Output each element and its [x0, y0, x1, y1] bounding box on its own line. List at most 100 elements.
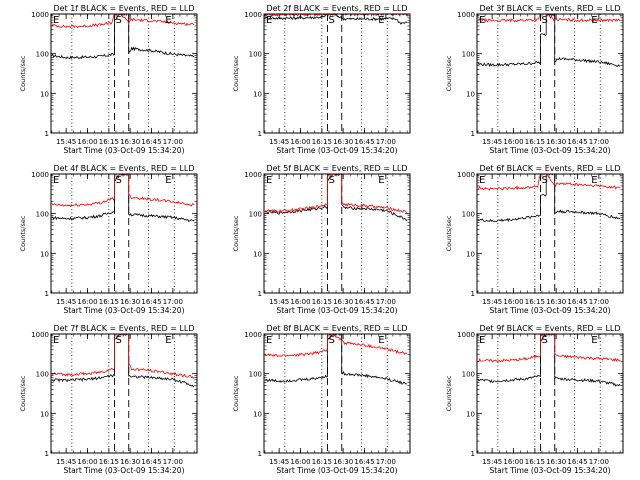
y-tick-label: 10 — [466, 90, 475, 98]
event-marker-E: E — [591, 335, 597, 346]
panel-title: Det 7f BLACK = Events, RED = LLD — [53, 324, 194, 333]
x-tick-label: 15:45 — [269, 138, 289, 146]
y-tick-label: 1000 — [244, 11, 262, 19]
y-tick-label: 10 — [253, 90, 262, 98]
x-tick-label: 17:00 — [589, 138, 609, 146]
x-tick-label: 16:45 — [141, 458, 161, 466]
x-axis-label: Start Time (03-Oct-09 15:34:20) — [63, 306, 184, 315]
y-tick-label: 1000 — [244, 171, 262, 179]
x-tick-label: 16:45 — [354, 298, 374, 306]
x-tick-label: 17:00 — [376, 138, 396, 146]
y-tick-label: 1000 — [457, 331, 475, 339]
event-marker-E: E — [165, 15, 171, 26]
axes-frame — [50, 173, 198, 294]
y-tick-label: 1000 — [457, 11, 475, 19]
y-tick-label: 10 — [40, 410, 49, 418]
x-tick-label: 17:00 — [589, 458, 609, 466]
x-tick-label: 16:15 — [99, 458, 119, 466]
detector-panel-4: Det 4f BLACK = Events, RED = LLD 1 10 100 10… — [19, 164, 198, 315]
x-tick-label: 16:00 — [503, 138, 523, 146]
x-tick-label: 16:15 — [99, 298, 119, 306]
y-tick-label: 100 — [462, 211, 475, 219]
x-tick-label: 16:30 — [120, 138, 140, 146]
axes-frame — [476, 173, 624, 294]
x-tick-label: 17:00 — [376, 458, 396, 466]
x-tick-label: 16:15 — [312, 458, 332, 466]
x-axis-label: Start Time (03-Oct-09 15:34:20) — [489, 466, 610, 475]
x-tick-label: 16:30 — [546, 458, 566, 466]
x-tick-label: 16:30 — [546, 298, 566, 306]
events-trace — [51, 174, 195, 222]
panel-title: Det 1f BLACK = Events, RED = LLD — [53, 4, 194, 13]
x-tick-label: 16:00 — [503, 298, 523, 306]
y-tick-label: 1000 — [31, 171, 49, 179]
lld-trace — [264, 174, 408, 213]
x-tick-label: 16:00 — [290, 458, 310, 466]
panel-title: Det 2f BLACK = Events, RED = LLD — [266, 4, 407, 13]
x-tick-label: 16:45 — [354, 458, 374, 466]
x-tick-label: 16:15 — [525, 138, 545, 146]
y-tick-label: 1 — [471, 450, 475, 458]
x-tick-label: 16:30 — [120, 298, 140, 306]
event-marker-S: S — [542, 15, 548, 26]
x-tick-label: 16:45 — [354, 138, 374, 146]
lld-trace — [51, 14, 195, 29]
detector-panel-5: Det 5f BLACK = Events, RED = LLD 1 10 100 10… — [232, 164, 411, 315]
y-tick-label: 100 — [36, 371, 49, 379]
events-trace — [264, 334, 408, 385]
event-marker-S: S — [116, 335, 122, 346]
detector-panel-3: Det 3f BLACK = Events, RED = LLD 1 10 100 10… — [445, 4, 624, 155]
panel-title: Det 8f BLACK = Events, RED = LLD — [266, 324, 407, 333]
y-tick-label: 1000 — [31, 11, 49, 19]
y-axis-label: Counts/sec — [19, 55, 27, 91]
x-tick-label: 16:45 — [567, 138, 587, 146]
event-marker-S: S — [542, 175, 548, 186]
y-axis-label: Counts/sec — [232, 55, 240, 91]
x-tick-label: 16:45 — [567, 298, 587, 306]
event-marker-E: E — [591, 175, 597, 186]
axes-frame — [50, 333, 198, 454]
y-axis-label: Counts/sec — [232, 375, 240, 411]
axes-frame — [263, 173, 411, 294]
y-tick-label: 10 — [40, 90, 49, 98]
x-tick-label: 15:45 — [482, 458, 502, 466]
x-tick-label: 16:00 — [77, 138, 97, 146]
event-marker-E: E — [479, 15, 485, 26]
y-axis-label: Counts/sec — [19, 215, 27, 251]
x-tick-label: 16:15 — [99, 138, 119, 146]
x-tick-label: 16:00 — [503, 458, 523, 466]
lld-trace — [477, 174, 621, 191]
y-tick-label: 100 — [36, 211, 49, 219]
x-tick-label: 16:00 — [290, 138, 310, 146]
event-marker-E: E — [378, 175, 384, 186]
y-tick-label: 100 — [249, 371, 262, 379]
x-tick-label: 16:15 — [525, 458, 545, 466]
detector-panel-1: Det 1f BLACK = Events, RED = LLD 1 10 100 10… — [19, 4, 198, 155]
event-marker-E: E — [266, 175, 272, 186]
detector-panel-2: Det 2f BLACK = Events, RED = LLD 1 10 100 10… — [232, 4, 411, 155]
x-tick-label: 16:30 — [333, 458, 353, 466]
x-tick-label: 16:00 — [77, 458, 97, 466]
x-tick-label: 17:00 — [163, 458, 183, 466]
axes-frame — [50, 13, 198, 134]
x-axis-label: Start Time (03-Oct-09 15:34:20) — [276, 146, 397, 155]
event-marker-E: E — [266, 335, 272, 346]
event-marker-S: S — [116, 15, 122, 26]
panel-title: Det 3f BLACK = Events, RED = LLD — [479, 4, 620, 13]
y-tick-label: 100 — [249, 211, 262, 219]
x-tick-label: 15:45 — [482, 138, 502, 146]
axes-frame — [476, 13, 624, 134]
detector-panel-9: Det 9f BLACK = Events, RED = LLD 1 10 100 10… — [445, 324, 624, 475]
event-marker-S: S — [329, 175, 335, 186]
x-tick-label: 16:15 — [525, 298, 545, 306]
y-tick-label: 10 — [466, 250, 475, 258]
y-tick-label: 100 — [249, 51, 262, 59]
y-tick-label: 10 — [253, 250, 262, 258]
y-tick-label: 1 — [45, 130, 49, 138]
x-tick-label: 16:00 — [77, 298, 97, 306]
event-marker-S: S — [329, 15, 335, 26]
event-marker-E: E — [266, 15, 272, 26]
events-trace — [51, 334, 195, 388]
x-tick-label: 17:00 — [163, 298, 183, 306]
